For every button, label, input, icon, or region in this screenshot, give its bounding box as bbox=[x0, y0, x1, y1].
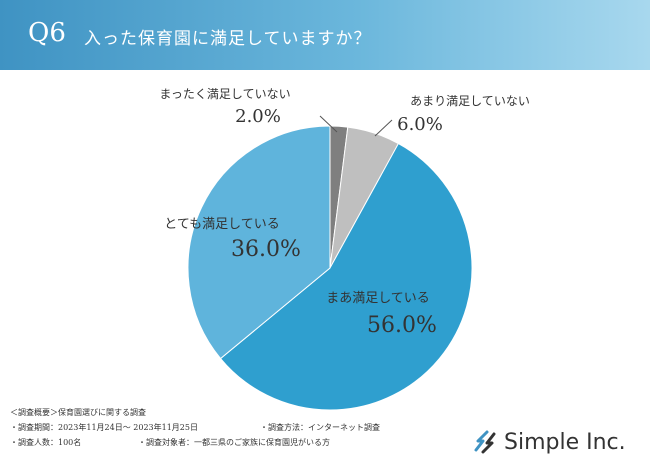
slice-label-name: まったく満足していない bbox=[159, 87, 290, 101]
slice-label-value: 56.0% bbox=[367, 313, 437, 338]
slice-label-name: あまり満足していない bbox=[410, 94, 530, 108]
survey-method: ・調査方法：インターネット調査 bbox=[260, 423, 380, 432]
survey-period: ・調査期間：2023年11月24日～ 2023年11月25日 bbox=[10, 423, 198, 432]
question-header: Q6 入った保育園に満足していますか？ bbox=[0, 0, 650, 70]
slice-label-value: 36.0% bbox=[231, 237, 301, 262]
survey-summary: ＜調査概要＞保育園選びに関する調査 bbox=[10, 408, 146, 417]
slice-label-name: とても満足している bbox=[164, 217, 280, 232]
leader-line bbox=[374, 119, 393, 137]
survey-target: ・調査対象者：一都三県のご家族に保育園児がいる方 bbox=[138, 438, 330, 447]
pie-slice-4 bbox=[187, 125, 331, 360]
company-name: Simple Inc. bbox=[504, 429, 626, 455]
slice-label-value: 6.0% bbox=[397, 114, 443, 135]
slice-label-value: 2.0% bbox=[235, 106, 281, 127]
simple-logo-icon bbox=[474, 430, 496, 454]
question-number: Q6 bbox=[28, 18, 66, 48]
slice-labels: まったく満足していない 2.0% あまり満足していない 6.0% まあ満足している 56.… bbox=[159, 87, 529, 338]
survey-count: ・調査人数：100名 bbox=[10, 438, 82, 447]
question-title: 入った保育園に満足していますか？ bbox=[84, 29, 372, 49]
pie-slices bbox=[187, 125, 473, 410]
company-logo: Simple Inc. bbox=[472, 428, 626, 456]
pie-chart: まったく満足していない 2.0% あまり満足していない 6.0% まあ満足している 56.… bbox=[159, 87, 530, 410]
leader-lines bbox=[319, 115, 393, 137]
leader-line bbox=[319, 115, 338, 133]
slice-label-name: まあ満足している bbox=[326, 291, 430, 306]
pie-slice-3 bbox=[219, 142, 473, 410]
